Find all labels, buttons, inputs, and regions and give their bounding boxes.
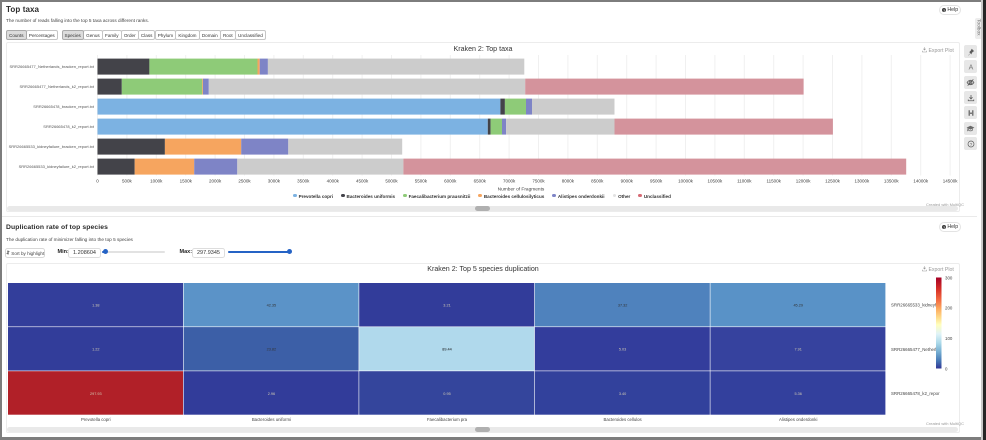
svg-text:A: A [968, 65, 973, 72]
svg-text:?: ? [969, 141, 972, 146]
